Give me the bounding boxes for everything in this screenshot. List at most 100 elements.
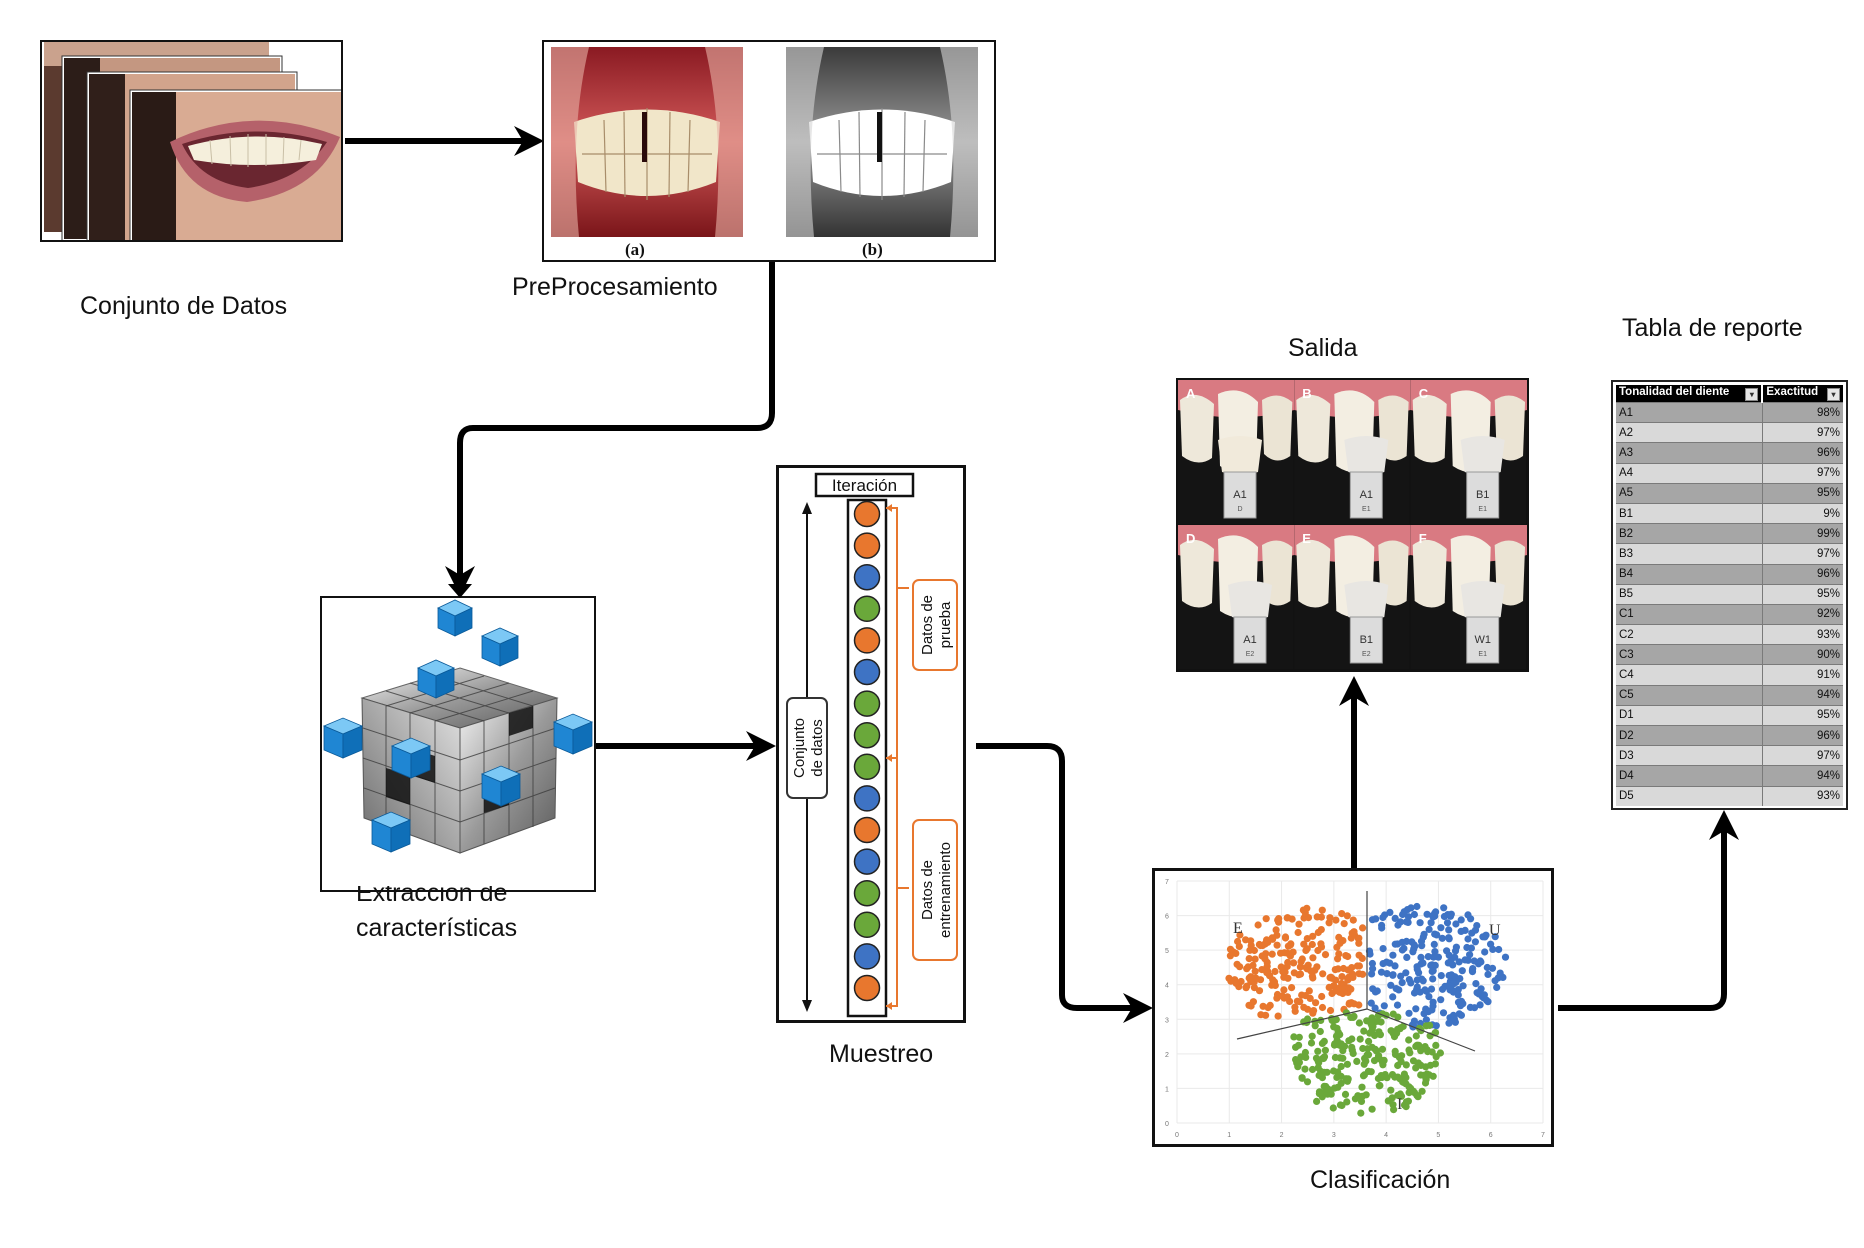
scatter-point-e [1355, 934, 1363, 942]
scatter-point-u [1466, 1003, 1474, 1011]
scatter-point-u [1368, 959, 1376, 968]
filter-dropdown-icon[interactable]: ▾ [1827, 388, 1840, 401]
sample-circle-orange [853, 816, 881, 844]
shade-cell: B4 [1616, 563, 1763, 585]
scatter-point-u [1371, 1004, 1379, 1012]
scatter-point-i [1318, 1039, 1326, 1047]
scatter-point-u [1366, 950, 1374, 958]
shade-cell: A4 [1616, 462, 1763, 484]
scatter-point-u [1454, 991, 1462, 999]
shade-tab-sublabel: D [1237, 506, 1242, 513]
scatter-point-e [1226, 945, 1235, 953]
scatter-point-u [1427, 919, 1435, 927]
scatter-point-u [1392, 985, 1400, 993]
scatter-point-i [1356, 1035, 1364, 1043]
scatter-point-u [1409, 948, 1417, 956]
scatter-point-e [1318, 906, 1326, 914]
filter-dropdown-icon[interactable]: ▾ [1745, 388, 1759, 401]
scatter-point-e [1290, 959, 1298, 967]
sample-circle-green [853, 879, 881, 907]
scatter-point-i [1400, 1101, 1409, 1109]
sample-circle-green [853, 690, 881, 717]
scatter-point-e [1293, 997, 1301, 1005]
scatter-point-e [1310, 1007, 1318, 1015]
scatter-point-i [1348, 1043, 1356, 1051]
scatter-point-u [1467, 915, 1475, 923]
panel-letter: F [1419, 531, 1427, 546]
accuracy-cell: 90% [1761, 644, 1843, 665]
scatter-point-e [1345, 999, 1353, 1007]
scatter-point-u [1413, 963, 1421, 971]
scatter-point-i [1324, 1085, 1332, 1093]
scatter-point-e [1280, 949, 1288, 957]
scatter-point-u [1416, 988, 1424, 996]
scatter-point-u [1450, 1015, 1458, 1023]
shade-cell: C2 [1616, 624, 1763, 645]
table-row: C1 92% [1616, 603, 1843, 625]
scatter-point-u [1394, 921, 1402, 929]
header-shade[interactable]: Tonalidad del diente ▾ [1616, 385, 1764, 403]
table-row: C5 94% [1616, 684, 1843, 706]
scatter-point-u [1391, 914, 1399, 922]
scatter-point-i [1315, 1090, 1323, 1098]
scatter-point-i [1361, 1054, 1369, 1062]
scatter-point-i [1412, 1032, 1420, 1040]
scatter-point-e [1353, 962, 1361, 970]
scatter-point-u [1389, 993, 1397, 1001]
scatter-point-e [1290, 969, 1298, 977]
scatter-point-u [1399, 910, 1407, 919]
scatter-point-i [1376, 1081, 1384, 1090]
scatter-point-u [1447, 957, 1455, 965]
scatter-point-u [1481, 933, 1489, 941]
iteration-label: Iteración [832, 476, 897, 495]
shade-tab-label: B1 [1476, 489, 1489, 501]
scatter-point-i [1389, 1101, 1397, 1109]
scatter-point-u [1455, 958, 1463, 966]
scatter-point-e [1263, 936, 1271, 944]
accuracy-cell: 97% [1761, 422, 1843, 443]
caption-a: (a) [625, 240, 645, 259]
scatter-point-u [1463, 943, 1471, 952]
y-tick-label: 0 [1165, 1121, 1169, 1128]
scatter-point-i [1397, 1058, 1405, 1066]
table-row: A3 96% [1616, 442, 1843, 464]
scatter-point-e [1303, 935, 1311, 943]
scatter-point-u [1412, 1005, 1420, 1013]
scatter-point-i [1297, 1053, 1305, 1061]
scatter-point-u [1488, 964, 1497, 972]
scatter-point-i [1295, 1041, 1303, 1049]
scatter-point-i [1318, 1074, 1326, 1082]
scatter-point-i [1405, 1036, 1413, 1044]
shade-cell: B5 [1616, 583, 1763, 605]
scatter-point-i [1338, 1101, 1346, 1110]
scatter-point-i [1353, 1057, 1361, 1065]
table-row: A4 97% [1616, 462, 1843, 484]
panel-letter: A [1186, 386, 1196, 401]
accuracy-cell: 93% [1761, 624, 1843, 645]
scatter-point-i [1394, 1091, 1402, 1099]
sampling-diagram: Iteración Conjunto de datos Datos de pru… [786, 472, 958, 1018]
scatter-point-u [1419, 959, 1427, 967]
scatter-point-e [1255, 987, 1264, 995]
scatter-point-e [1231, 976, 1239, 984]
scatter-point-i [1330, 1023, 1338, 1031]
x-tick-label: 2 [1280, 1132, 1284, 1139]
scatter-point-e [1298, 955, 1306, 963]
bracket-arrowhead [886, 1002, 892, 1010]
scatter-point-u [1398, 979, 1406, 987]
scatter-point-i [1413, 1091, 1421, 1099]
sample-circle-orange [853, 974, 881, 1002]
table-row: D1 95% [1616, 704, 1843, 726]
cluster-label-u: U [1489, 922, 1501, 939]
scatter-point-i [1307, 1039, 1316, 1047]
header-accuracy[interactable]: Exactitud ▾ [1762, 385, 1843, 403]
scatter-point-u [1418, 942, 1426, 950]
scatter-point-e [1251, 967, 1259, 975]
scatter-point-e [1314, 928, 1322, 937]
scatter-point-i [1366, 1029, 1374, 1037]
scatter-point-i [1321, 1046, 1329, 1054]
accuracy-cell: 91% [1761, 664, 1843, 686]
scatter-point-u [1411, 942, 1419, 950]
accuracy-cell: 95% [1761, 583, 1843, 605]
